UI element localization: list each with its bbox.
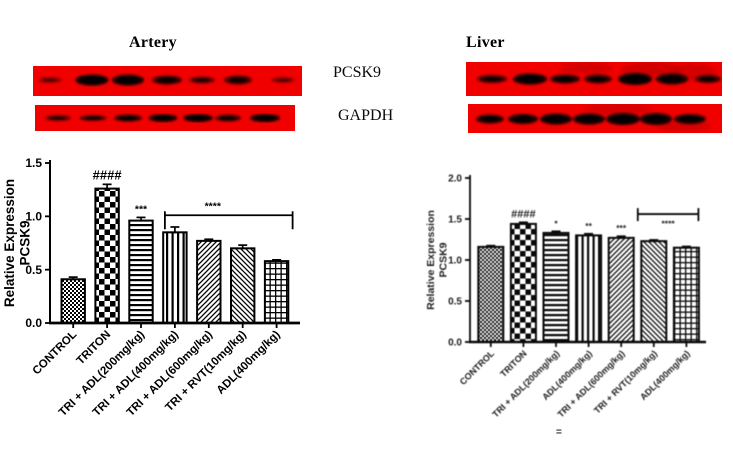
liver-bar-chart: 0.0 0.5 1.0 1.5 2.0 Relative ExpressionPCSK9 C… [425,174,706,419]
sig-bracket-label: **** [661,219,675,229]
bar [509,222,537,343]
y-tick-label: 0.0 [448,338,462,349]
blot-band-core [255,115,275,121]
blot-band-core [545,115,567,123]
liver-gapdh-blot [468,104,722,133]
bar [94,187,120,324]
x-tick-label: TRI + RVT(10mg/kg) [592,348,659,415]
y-axis-label: Relative ExpressionPCSK9 [2,179,33,307]
artery-panel-title: Artery [129,34,177,51]
y-tick-label: 1.5 [25,158,42,170]
blot-band-core [480,116,500,122]
y-tick-label: 0.5 [25,263,42,277]
artery-pcsk9-blot [33,66,302,96]
bar [607,236,635,343]
blot-band-core [118,115,138,121]
y-tick-label: 0.0 [25,316,42,330]
blot-band-core [157,77,177,83]
sig-marker: #### [93,167,123,182]
artery-gapdh-blot [35,105,295,131]
bar [575,234,603,343]
pcsk9-row-label: PCSK9 [333,64,382,81]
liver-panel-title: Liver [466,34,505,51]
sig-bracket-label: **** [205,200,222,212]
y-tick-label: 1.0 [25,210,42,224]
bar [128,219,154,324]
y-tick-label: 1.5 [448,215,462,226]
bar [60,278,86,325]
blot-band-core [623,75,647,83]
y-tick-label: 1.0 [448,256,462,267]
blot-band-core [518,75,542,83]
blot-band-core [588,76,608,82]
bar [162,231,188,324]
blot-band-core [81,76,103,84]
blot-band-core [555,76,575,82]
sig-marker: ** [585,221,592,231]
bar [263,260,290,324]
bar [477,245,505,343]
blot-bands [477,73,721,85]
bar [542,231,570,343]
blot-band-core [84,116,102,120]
blot-band-core [482,76,502,82]
blot-band-core [42,78,58,82]
bar [672,246,700,343]
blot-band-core [661,75,683,83]
blot-bands [38,74,295,86]
blot-band-core [193,77,211,83]
bar [196,239,222,324]
blot-band-core [228,77,248,83]
sig-marker: *** [616,223,627,233]
blot-bands [45,114,280,122]
blot-band-core [578,115,600,123]
y-tick-label: 0.5 [448,297,462,308]
liver-pcsk9-blot [466,62,722,96]
blot-band-core [645,115,667,123]
y-tick-label: 2.0 [448,174,462,185]
blot-band-core [153,115,173,121]
bar [230,247,256,324]
artery-bar-chart: 0.0 0.5 1.0 1.5 Relative ExpressionPCSK9 CONT… [2,158,300,419]
blot-band-core [611,115,635,123]
y-axis-label: Relative ExpressionPCSK9 [425,210,450,310]
blot-band-core [679,116,701,122]
blot-band-core [219,115,237,121]
sig-marker: #### [511,208,535,220]
blot-band-core [699,76,717,82]
blot-band-core [49,116,67,120]
blot-band-core [275,78,291,82]
gapdh-row-label: GAPDH [338,107,394,124]
sig-marker: *** [135,203,148,215]
sig-marker: * [554,218,558,228]
bar [640,240,668,343]
blot-band-core [188,115,208,121]
x-tick-label: CONTROL [31,329,80,378]
x-tick-label: ADL(400mg/kg) [215,329,283,397]
x-tick-label: TRITON [498,348,529,379]
blot-band-core [513,116,533,122]
stray-mark: = [556,427,562,438]
blot-band-core [117,76,139,84]
blot-smudge [560,62,612,74]
blot-bands [476,113,706,125]
blot-smudge [584,104,652,115]
x-tick-label: CONTROL [458,348,497,387]
